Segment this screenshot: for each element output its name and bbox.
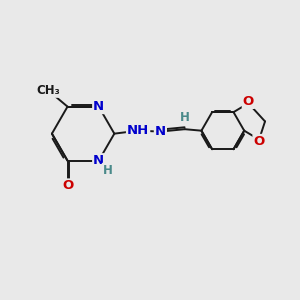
Text: O: O — [254, 135, 265, 148]
Text: O: O — [62, 179, 73, 192]
Text: H: H — [180, 111, 190, 124]
Text: N: N — [155, 125, 166, 138]
Text: H: H — [103, 164, 112, 177]
Text: N: N — [93, 100, 104, 113]
Text: CH₃: CH₃ — [36, 84, 60, 97]
Text: N: N — [93, 154, 104, 167]
Text: NH: NH — [127, 124, 149, 137]
Text: O: O — [243, 95, 254, 108]
